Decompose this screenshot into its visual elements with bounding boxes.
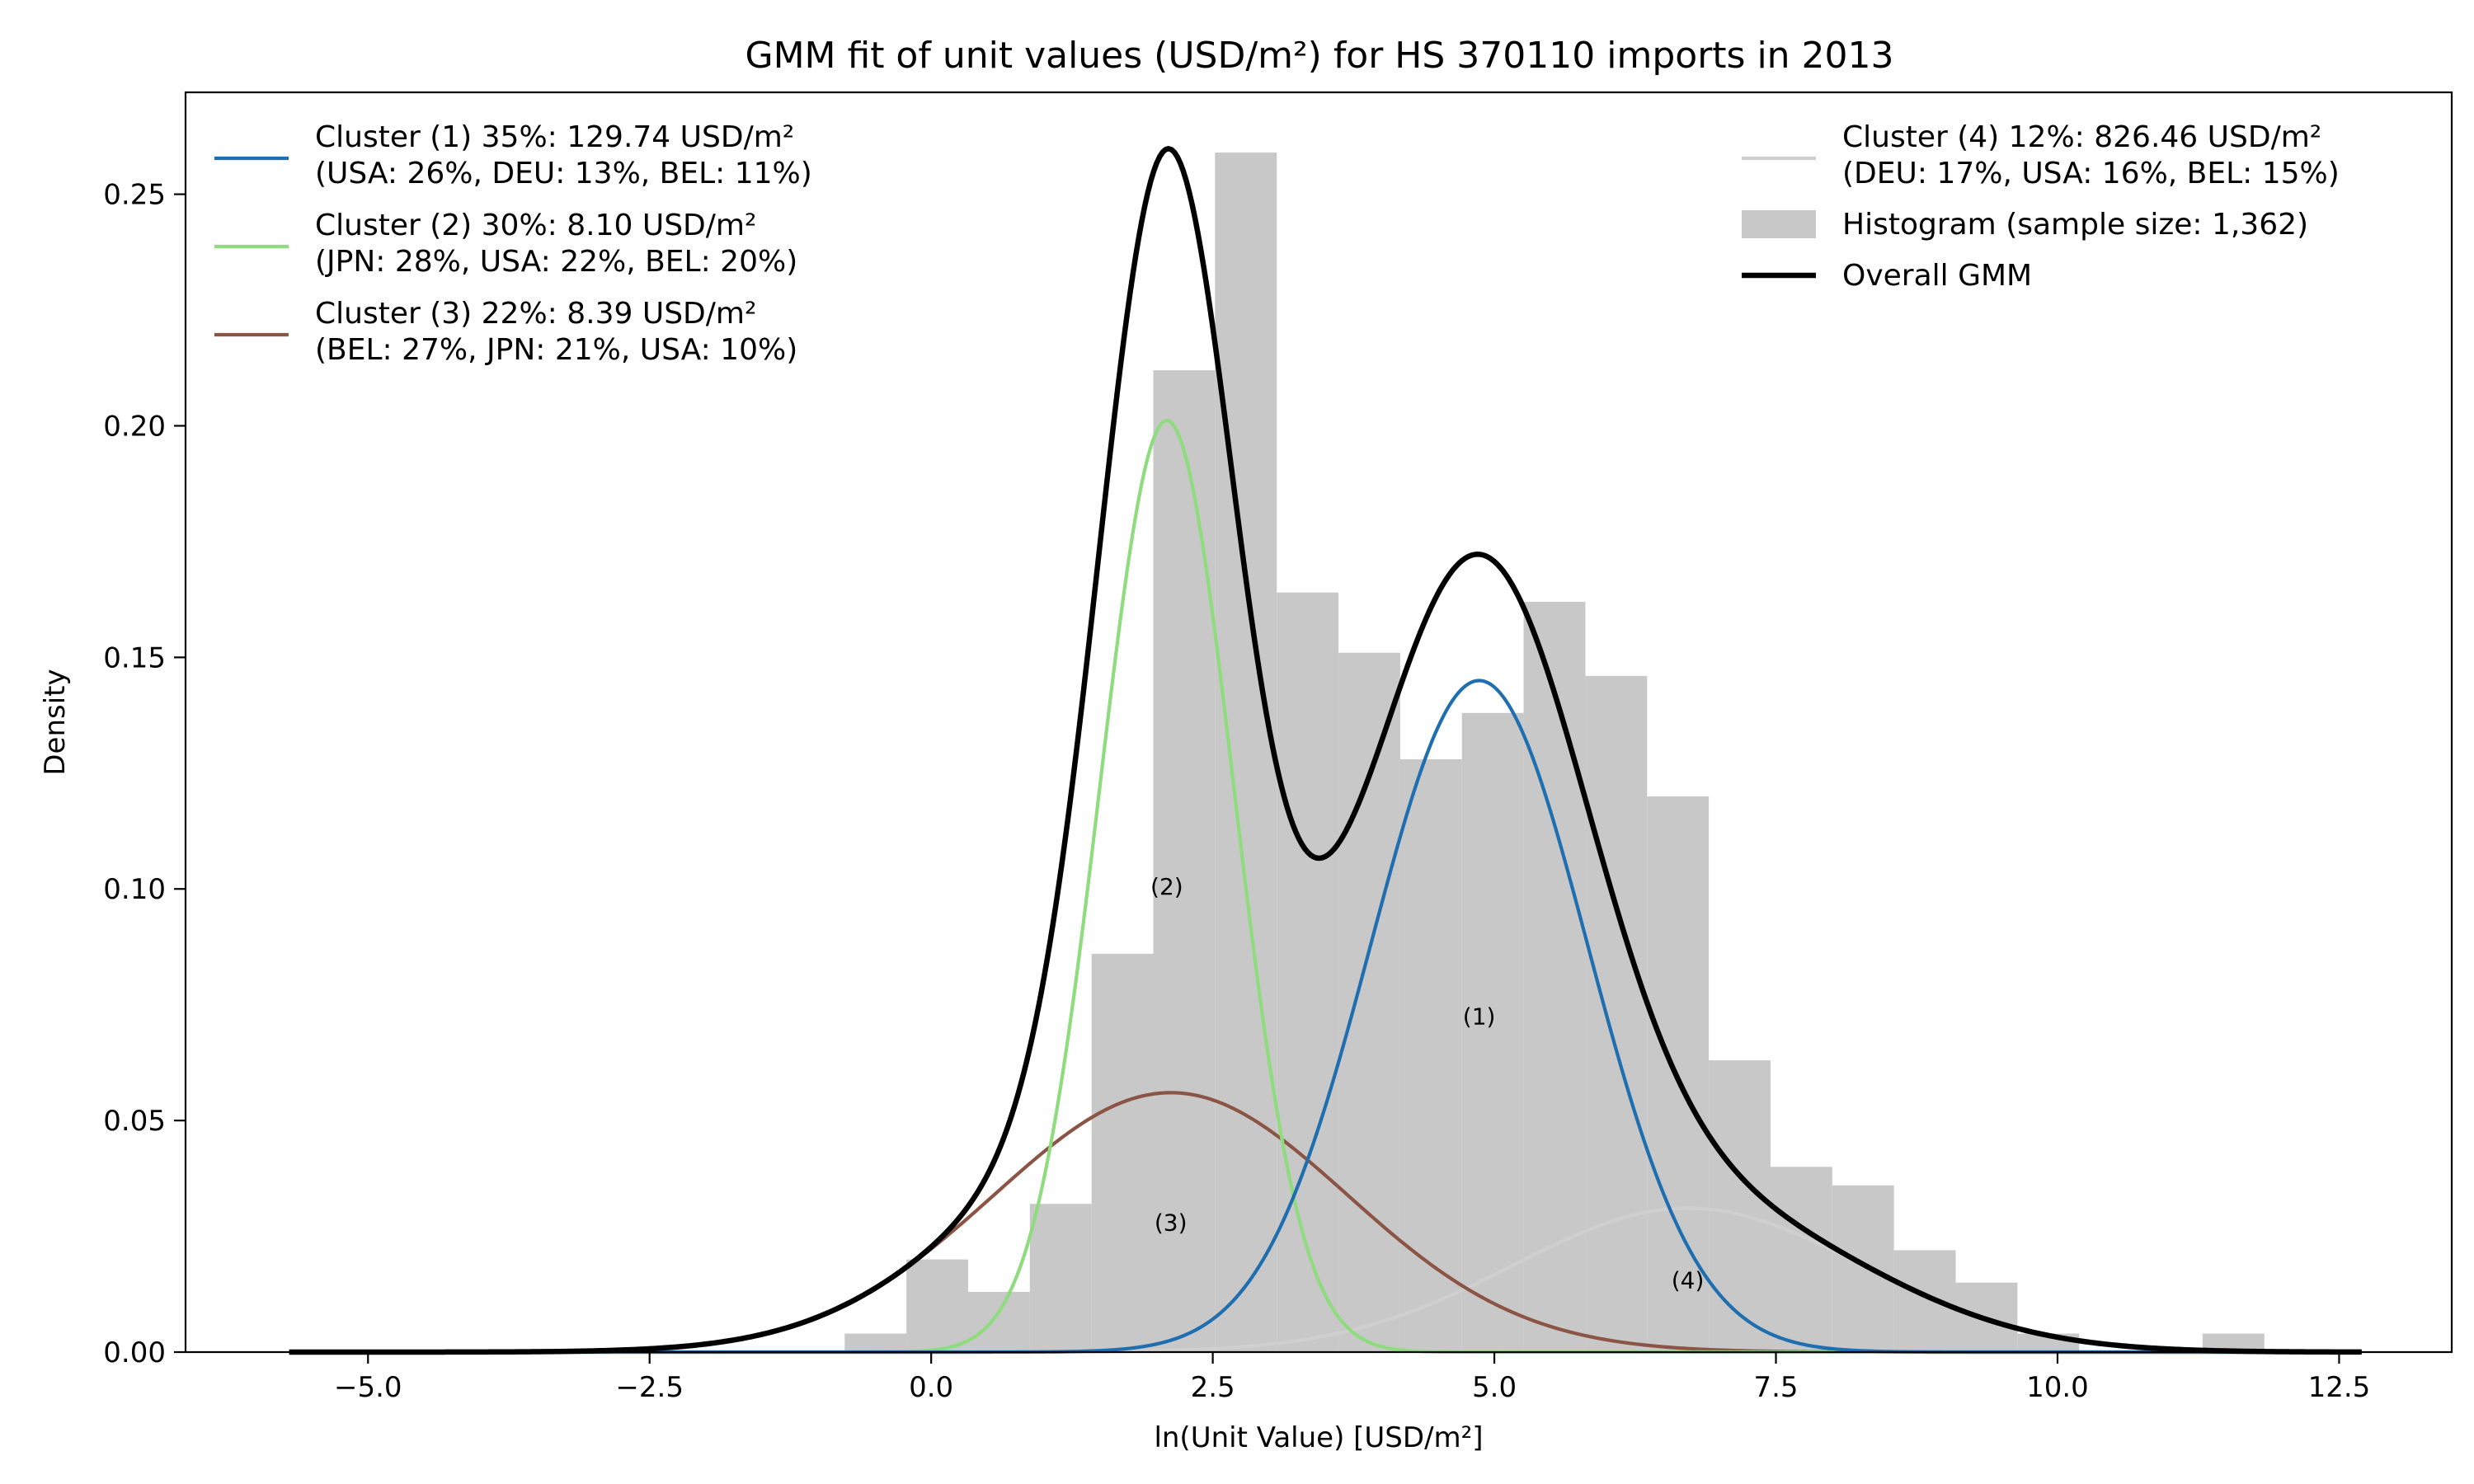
y-tick-label: 0.20 xyxy=(103,410,166,443)
x-tick-label: 5.0 xyxy=(1472,1371,1517,1404)
histogram-bar xyxy=(1709,1060,1771,1352)
histogram-bar xyxy=(967,1291,1030,1352)
x-tick-label: −5.0 xyxy=(334,1371,402,1404)
overall-gmm-curve xyxy=(289,146,2362,1355)
y-axis-title: Density xyxy=(39,669,72,775)
legend-cluster-1-detail: (USA: 26%, DEU: 13%, BEL: 11%) xyxy=(315,157,812,190)
histogram-bar xyxy=(1215,153,1277,1352)
histogram-bar xyxy=(1461,712,1524,1352)
x-axis: −5.0 −2.5 0.0 2.5 5.0 7.5 10.0 12.5 xyxy=(334,1352,2370,1404)
plot-frame xyxy=(184,91,2453,1354)
histogram-bar xyxy=(2202,1333,2265,1352)
x-axis-title: ln(Unit Value) [USD/m²] xyxy=(1154,1421,1483,1454)
histogram-bar xyxy=(1893,1250,1956,1352)
histogram-bar xyxy=(1029,1204,1092,1352)
cluster-3-annotation: (3) xyxy=(1155,1209,1188,1237)
x-tick-label: −2.5 xyxy=(615,1371,684,1404)
cluster-1-annotation: (1) xyxy=(1463,1003,1496,1031)
x-tick-label: 0.0 xyxy=(909,1371,953,1404)
cluster-2-annotation: (2) xyxy=(1150,873,1183,900)
legend-histogram-label: Histogram (sample size: 1,362) xyxy=(1842,208,2308,242)
histogram-bar xyxy=(1277,592,1339,1352)
legend-cluster-2-label: Cluster (2) 30%: 8.10 USD/m² xyxy=(315,209,756,242)
legend-cluster-4-label: Cluster (4) 12%: 826.46 USD/m² xyxy=(1842,120,2321,154)
y-tick-label: 0.05 xyxy=(103,1105,166,1138)
histogram-bar xyxy=(844,1333,907,1352)
x-tick-label: 7.5 xyxy=(1753,1371,1798,1404)
legend-histogram-swatch xyxy=(1742,210,1816,238)
cluster-annotations: (1) (2) (3) (4) xyxy=(1150,873,1704,1294)
legend-cluster-2-detail: (JPN: 28%, USA: 22%, BEL: 20%) xyxy=(315,245,797,279)
histogram-bar xyxy=(906,1259,968,1352)
histogram-bar xyxy=(1523,601,1586,1352)
histogram-bar xyxy=(1585,675,1648,1352)
histogram-bar xyxy=(1832,1185,1894,1352)
histogram-bar xyxy=(1338,652,1400,1352)
y-tick-label: 0.15 xyxy=(103,641,166,674)
plot-area: (1) (2) (3) (4) xyxy=(184,91,2453,1355)
legend-cluster-4-detail: (DEU: 17%, USA: 16%, BEL: 15%) xyxy=(1842,157,2340,190)
legend-overall-gmm-label: Overall GMM xyxy=(1842,259,2032,293)
legend-cluster-3-detail: (BEL: 27%, JPN: 21%, USA: 10%) xyxy=(315,333,797,367)
histogram-bar xyxy=(1399,758,1462,1352)
histogram-bar xyxy=(1091,953,1154,1352)
x-tick-label: 2.5 xyxy=(1191,1371,1235,1404)
overall-gmm-curve-group xyxy=(289,146,2362,1355)
cluster-4-annotation: (4) xyxy=(1672,1267,1705,1294)
legend-right: Cluster (4) 12%: 826.46 USD/m²(DEU: 17%,… xyxy=(1742,120,2340,293)
y-tick-label: 0.10 xyxy=(103,873,166,906)
legend-left: Cluster (1) 35%: 129.74 USD/m²(USA: 26%,… xyxy=(214,120,812,367)
x-tick-label: 12.5 xyxy=(2308,1371,2371,1404)
y-tick-label: 0.00 xyxy=(103,1336,166,1369)
histogram-bar xyxy=(1153,370,1216,1352)
legend-cluster-3-label: Cluster (3) 22%: 8.39 USD/m² xyxy=(315,297,756,331)
y-tick-label: 0.25 xyxy=(103,179,166,212)
histogram-bar xyxy=(1770,1167,1832,1352)
x-tick-label: 10.0 xyxy=(2026,1371,2089,1404)
legend-cluster-1-label: Cluster (1) 35%: 129.74 USD/m² xyxy=(315,120,794,154)
chart-title: GMM fit of unit values (USD/m²) for HS 3… xyxy=(745,35,1893,77)
y-axis: 0.00 0.05 0.10 0.15 0.20 0.25 xyxy=(103,179,186,1369)
